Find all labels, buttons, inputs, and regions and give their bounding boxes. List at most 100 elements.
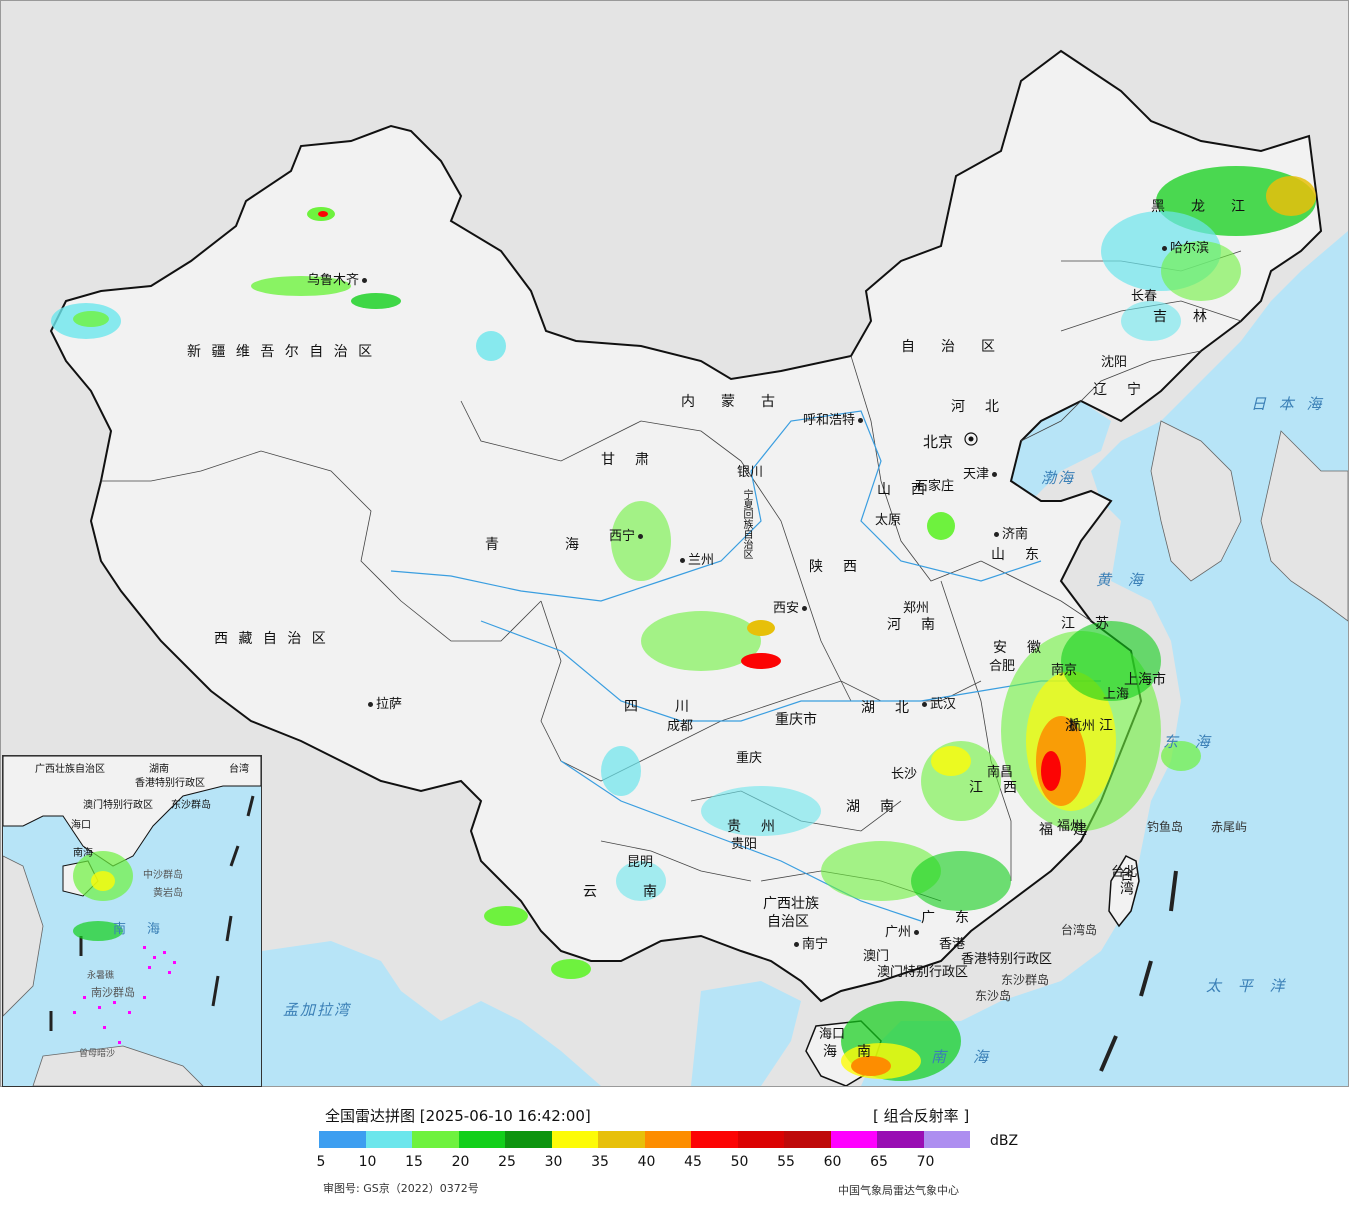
- sea-label-mengjialawan: 孟加拉湾: [283, 1001, 352, 1019]
- city-shenyang-label: 沈阳: [1101, 355, 1128, 370]
- province-label-fujian: 福 建: [1039, 822, 1090, 838]
- city-shanghai-label: 上海: [1103, 687, 1130, 702]
- legend-tick-label: 25: [498, 1154, 516, 1170]
- legend-color-cell: [365, 1131, 412, 1148]
- city-nanning-label: 南宁: [802, 937, 829, 952]
- japan-land: [1260, 430, 1348, 622]
- legend-tick-label: 40: [637, 1154, 656, 1170]
- province-label-guangxi: 广西壮族: [763, 896, 819, 912]
- south-china-sea-inset: 广西壮族自治区 湖南 台湾 香港特别行政区 澳门特别行政区 东沙群岛 海口 南海…: [2, 755, 262, 1087]
- city-wuhan: 武汉: [919, 693, 956, 712]
- province-label-neimenggu-2: 自 治 区: [901, 339, 1001, 355]
- province-label-jiangxi: 江 西: [969, 780, 1020, 796]
- sea-label-donghai: 东 海: [1163, 733, 1216, 751]
- city-chengdu: 成都: [667, 715, 693, 734]
- province-boundaries: [101, 250, 1242, 902]
- ocean-tonkin: [691, 981, 801, 1086]
- city-huhehaote: 呼和浩特: [803, 409, 866, 428]
- city-dot: [858, 418, 864, 423]
- province-label-gansu: 甘 肃: [601, 452, 652, 468]
- legend-title: 全国雷达拼图 [2025-06-10 16:42:00]: [325, 1107, 591, 1125]
- city-changsha-label: 长沙: [891, 767, 918, 782]
- province-label-jiangsu: 江 苏: [1061, 616, 1112, 632]
- city-nanjing-label: 南京: [1051, 663, 1078, 678]
- city-dot: [638, 534, 644, 539]
- province-label-henan: 河 南: [887, 617, 938, 633]
- province-label-ningxia: 宁夏回族自治区: [741, 489, 752, 559]
- city-taiyuan-label: 太原: [875, 513, 902, 528]
- city-changsha: 长沙: [891, 763, 917, 782]
- city-jinan: 济南: [991, 523, 1028, 542]
- inset-canvas: [3, 756, 261, 1086]
- island-label-taiwandao: 台湾岛: [1061, 923, 1098, 937]
- province-label-jilin: 吉 林: [1153, 309, 1213, 325]
- city-hongkong: 香港: [939, 933, 965, 952]
- sea-boundary-dashes: [1099, 870, 1178, 1072]
- city-shanghai: 上海: [1103, 683, 1129, 702]
- korea-land: [1150, 420, 1242, 582]
- legend-tick-label: 10: [358, 1154, 377, 1170]
- city-zhengzhou: 郑州: [903, 597, 929, 616]
- taiwan-island: [1108, 855, 1140, 928]
- city-tianjin: 天津: [963, 463, 1000, 482]
- inset-label-yongshujiao: 永暑礁: [87, 971, 115, 981]
- sea-label-bohai: 渤海: [1041, 469, 1076, 487]
- legend-tick-label: 70: [916, 1154, 935, 1170]
- city-chengdu-label: 成都: [667, 719, 694, 734]
- city-lanzhou: 兰州: [677, 549, 714, 568]
- province-label-guangdong: 广 东: [921, 910, 972, 926]
- province-label-guizhou: 贵 州: [727, 819, 778, 835]
- province-label-hunan: 湖 南: [846, 799, 897, 815]
- province-label-guangxi-2: 自治区: [767, 914, 809, 930]
- city-dot: [362, 278, 368, 283]
- province-label-heilongjiang: 黑 龙 江: [1151, 199, 1251, 215]
- province-label-hebei: 河 北: [951, 399, 1002, 415]
- city-dot: [794, 942, 799, 947]
- legend-source: 中国气象局雷达气象中心: [838, 1184, 959, 1197]
- city-nanning: 南宁: [791, 933, 828, 952]
- city-taibei: 台北: [1111, 861, 1137, 880]
- city-urumqi: 乌鲁木齐: [307, 269, 370, 288]
- province-label-xinjiang: 新 疆 维 吾 尔 自 治 区: [187, 344, 376, 360]
- city-dot: [914, 930, 920, 935]
- city-haikou-label: 海口: [819, 1027, 846, 1042]
- sea-label-ribenhai: 日 本 海: [1251, 395, 1326, 413]
- legend-unit: dBZ: [990, 1133, 1019, 1149]
- province-label-xizang: 西 藏 自 治 区: [214, 631, 329, 647]
- city-shijiazhuang: 石家庄: [915, 475, 954, 494]
- city-shenyang: 沈阳: [1101, 351, 1127, 370]
- sea-label-huanghai: 黄 海: [1096, 571, 1149, 589]
- ocean: [861, 231, 1348, 1086]
- province-label-macau: 澳门特别行政区: [877, 965, 969, 980]
- legend-color-bar: [319, 1131, 970, 1148]
- radar-map: 新 疆 维 吾 尔 自 治 区 西 藏 自 治 区 青 海 四 川 云 南 贵 …: [0, 0, 1349, 1087]
- city-hangzhou: 杭州: [1069, 715, 1095, 734]
- city-hefei-label: 合肥: [989, 659, 1016, 674]
- legend-panel: 全国雷达拼图 [2025-06-10 16:42:00] [ 组合反射率 ] 5…: [0, 1087, 1349, 1208]
- legend-color-cell: [551, 1131, 598, 1148]
- city-haerbin: 哈尔滨: [1159, 237, 1209, 256]
- island-label-diaoyudao: 钓鱼岛: [1147, 820, 1184, 834]
- city-chongqing-label: 重庆: [736, 751, 763, 766]
- legend-tick-label: 30: [544, 1154, 563, 1170]
- city-hefei: 合肥: [989, 655, 1015, 674]
- inset-label-huangyandao: 黄岩岛: [153, 888, 183, 899]
- city-haerbin-label: 哈尔滨: [1170, 241, 1210, 256]
- city-kunming: 昆明: [627, 851, 653, 870]
- legend-product: [ 组合反射率 ]: [873, 1107, 970, 1125]
- city-taiyuan: 太原: [875, 509, 901, 528]
- inset-label-nanhai-small: 南海: [73, 848, 93, 859]
- city-aomen: 澳门: [863, 945, 889, 964]
- city-changchun: 长春: [1131, 285, 1157, 304]
- legend-tick-label: 65: [870, 1154, 888, 1170]
- province-label-qinghai: 青 海: [485, 537, 585, 553]
- legend-color-cell: [877, 1131, 924, 1148]
- ocean-bengal: [262, 941, 601, 1086]
- legend-approval: 审图号: GS京（2022）0372号: [323, 1182, 479, 1195]
- legend-color-cell: [923, 1131, 970, 1148]
- city-shijiazhuang-label: 石家庄: [915, 479, 955, 494]
- province-label-zhejiang: 浙 江: [1065, 718, 1116, 734]
- city-tianjin-label: 天津: [963, 467, 990, 482]
- province-label-shaanxi: 陕 西: [809, 559, 860, 575]
- legend-tick-label: 55: [777, 1154, 795, 1170]
